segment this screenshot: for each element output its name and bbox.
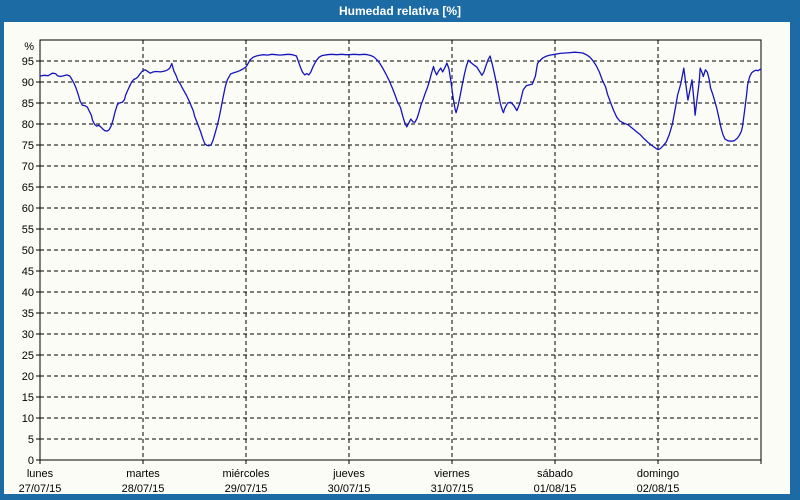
x-date-label: 27/07/15	[19, 483, 62, 495]
y-tick-label: 65	[22, 182, 34, 194]
y-tick-label: 70	[22, 161, 34, 173]
y-tick-label: 95	[22, 56, 34, 68]
plot-frame	[39, 39, 762, 461]
y-tick-label: 35	[22, 308, 34, 320]
x-date-label: 29/07/15	[225, 483, 268, 495]
title-bar: Humedad relativa [%]	[0, 0, 800, 22]
x-day-label: viernes	[434, 468, 470, 480]
y-tick-label: 25	[22, 350, 34, 362]
y-tick-label: 45	[22, 266, 34, 278]
y-tick-label: 10	[22, 413, 34, 425]
x-date-label: 01/08/15	[534, 483, 577, 495]
y-tick-label: 20	[22, 371, 34, 383]
x-day-label: lunes	[27, 468, 54, 480]
y-tick-label: 30	[22, 329, 34, 341]
x-day-label: sábado	[537, 468, 573, 480]
x-day-label: martes	[126, 468, 160, 480]
y-tick-label: 90	[22, 77, 34, 89]
y-axis-unit-label: %	[24, 41, 34, 53]
x-day-label: jueves	[332, 468, 365, 480]
y-tick-label: 0	[28, 455, 34, 467]
y-tick-label: 75	[22, 140, 34, 152]
y-tick-label: 50	[22, 245, 34, 257]
y-tick-label: 60	[22, 203, 34, 215]
x-date-label: 30/07/15	[328, 483, 371, 495]
y-tick-label: 40	[22, 287, 34, 299]
y-tick-label: 55	[22, 224, 34, 236]
x-date-label: 02/08/15	[637, 483, 680, 495]
x-day-label: miércoles	[222, 468, 270, 480]
window-border-bottom	[0, 494, 800, 500]
y-tick-label: 85	[22, 98, 34, 110]
y-tick-label: 80	[22, 119, 34, 131]
x-day-label: domingo	[637, 468, 679, 480]
window-title: Humedad relativa [%]	[338, 4, 462, 18]
x-date-label: 28/07/15	[122, 483, 165, 495]
window-border-right	[790, 22, 800, 500]
x-date-label: 31/07/15	[431, 483, 474, 495]
humidity-line	[39, 51, 762, 151]
window-border-left	[0, 22, 4, 500]
y-tick-label: 15	[22, 392, 34, 404]
y-tick-label: 5	[28, 434, 34, 446]
